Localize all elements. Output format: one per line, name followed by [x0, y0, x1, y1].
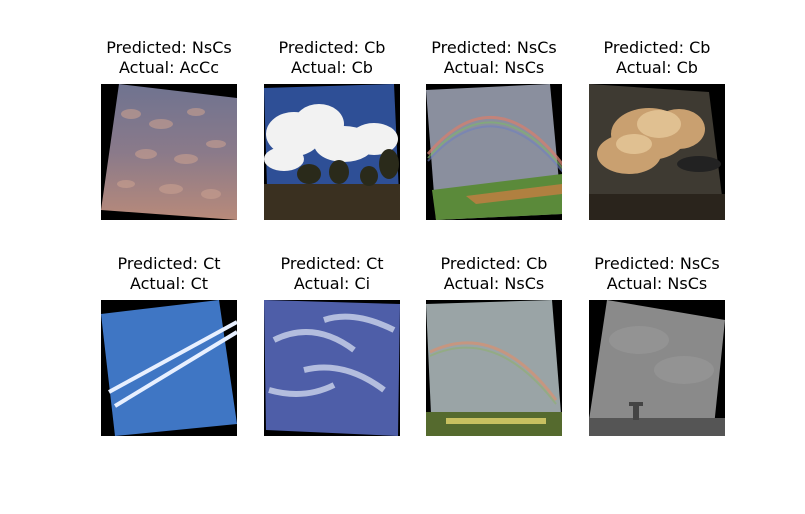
actual-label: Actual: Cb — [616, 58, 698, 77]
actual-label: Actual: NsCs — [443, 58, 545, 77]
actual-label: Actual: Cb — [291, 58, 373, 77]
actual-label: Actual: NsCs — [443, 274, 545, 293]
predicted-label: Predicted: NsCs — [106, 38, 232, 57]
predicted-label: Predicted: NsCs — [594, 254, 720, 273]
predicted-label: Predicted: Cb — [278, 38, 386, 57]
predicted-label: Predicted: NsCs — [431, 38, 557, 57]
cloud-image-cumulonimbus-golden — [589, 84, 725, 220]
cloud-image-altocumulus — [101, 84, 237, 220]
cloud-image-cumulonimbus-trees — [264, 84, 400, 220]
predicted-label: Predicted: Ct — [280, 254, 384, 273]
predicted-label: Predicted: Ct — [117, 254, 221, 273]
actual-label: Actual: Ci — [293, 274, 371, 293]
actual-label: Actual: AcCc — [118, 58, 220, 77]
cloud-image-overcast — [589, 300, 725, 436]
predicted-label: Predicted: Cb — [603, 38, 711, 57]
cloud-image-rainbow-field — [426, 84, 562, 220]
cloud-image-contrails — [101, 300, 237, 436]
cloud-image-cirrus — [264, 300, 400, 436]
cloud-image-rainbow-grey — [426, 300, 562, 436]
predicted-label: Predicted: Cb — [440, 254, 548, 273]
actual-label: Actual: NsCs — [606, 274, 708, 293]
actual-label: Actual: Ct — [129, 274, 209, 293]
